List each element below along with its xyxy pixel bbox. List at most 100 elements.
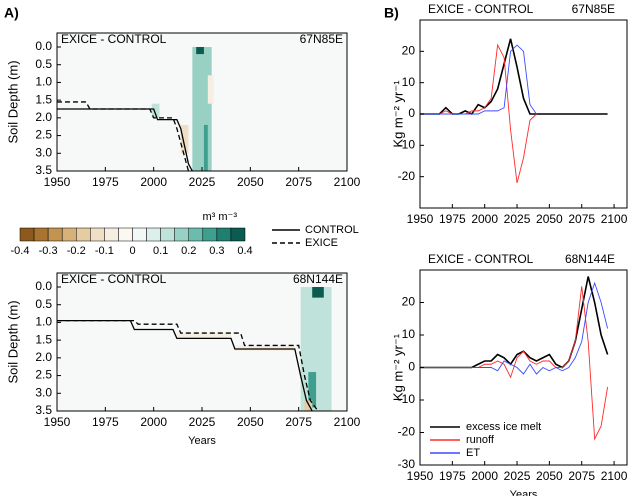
y-tick-label: 2.5 xyxy=(35,128,52,142)
x-tick-label: 2025 xyxy=(189,415,216,429)
panel-title: EXICE - CONTROL xyxy=(428,2,534,16)
x-tick-label: 2025 xyxy=(504,212,531,226)
x-tick-label: 2000 xyxy=(140,415,167,429)
colorbar-box xyxy=(146,227,161,242)
colorbar-box xyxy=(118,227,133,242)
y-tick-label: 0.0 xyxy=(35,279,52,293)
colorbar-unit: m³ m⁻³ xyxy=(202,211,237,223)
y-axis-label: Soil Depth (m) xyxy=(5,60,20,143)
y-tick-label: 3.0 xyxy=(35,145,52,159)
x-tick-label: 2000 xyxy=(471,469,498,483)
x-tick-label: 2050 xyxy=(237,175,264,189)
x-tick-label: 2025 xyxy=(189,175,216,189)
colorbar-box xyxy=(132,227,147,242)
colorbar-box xyxy=(160,227,175,242)
heatmap-cell xyxy=(180,124,189,154)
y-tick-label: 10 xyxy=(402,327,416,341)
x-tick-label: 2050 xyxy=(536,212,563,226)
x-tick-label: 2075 xyxy=(285,175,312,189)
panel-title: EXICE - CONTROL xyxy=(61,272,167,286)
y-axis-label: Kg m⁻² yr⁻¹ xyxy=(390,333,405,401)
series-line xyxy=(420,38,608,116)
plot-area xyxy=(57,273,347,411)
colorbar-label: 0.2 xyxy=(181,245,196,257)
y-tick-label: 3.5 xyxy=(35,403,52,417)
series-line xyxy=(420,44,537,115)
depth-line xyxy=(57,320,319,412)
x-tick-label: 2050 xyxy=(536,469,563,483)
heatmap-cell xyxy=(196,47,204,55)
colorbar-box xyxy=(76,227,91,242)
panel-location: 67N85E xyxy=(572,2,615,16)
y-tick-label: 1.0 xyxy=(35,75,52,89)
y-tick-label: 1.5 xyxy=(35,92,52,106)
x-tick-label: 2050 xyxy=(237,415,264,429)
x-tick-label: 1975 xyxy=(92,175,119,189)
y-tick-label: 20 xyxy=(402,44,416,58)
y-tick-label: 3.0 xyxy=(35,385,52,399)
colorbar-box xyxy=(90,227,105,242)
colorbar-label: 0.1 xyxy=(153,245,168,257)
heatmap-cell xyxy=(192,47,212,171)
heatmap-cell xyxy=(151,103,160,118)
x-tick-label: 2100 xyxy=(601,469,628,483)
x-tick-label: 2075 xyxy=(568,212,595,226)
colorbar-label: 0 xyxy=(129,245,135,257)
y-tick-label: 3.5 xyxy=(35,163,52,177)
y-tick-label: -10 xyxy=(398,138,416,152)
panel-label: A) xyxy=(4,5,19,21)
panel-label: B) xyxy=(384,5,399,21)
y-tick-label: 0.0 xyxy=(35,39,52,53)
x-tick-label: 2075 xyxy=(568,469,595,483)
legend-label: CONTROL xyxy=(305,224,359,236)
y-tick-label: 0.5 xyxy=(35,297,52,311)
x-tick-label: 1950 xyxy=(44,415,71,429)
panel-location: 68N144E xyxy=(293,272,343,286)
colorbar-box xyxy=(188,227,204,242)
panel-title: EXICE - CONTROL xyxy=(428,252,534,266)
x-axis-label: Years xyxy=(188,435,216,447)
y-tick-label: -20 xyxy=(398,425,416,439)
colorbar-box xyxy=(19,227,35,242)
x-tick-label: 2000 xyxy=(471,212,498,226)
x-tick-label: 2100 xyxy=(601,212,628,226)
x-tick-label: 1950 xyxy=(407,469,434,483)
panel-location: 67N85E xyxy=(300,32,343,46)
y-tick-label: 1.5 xyxy=(35,332,52,346)
colorbar-label: -0.3 xyxy=(39,245,58,257)
y-tick-label: 2.5 xyxy=(35,368,52,382)
y-tick-label: -30 xyxy=(398,457,416,471)
x-tick-label: 2025 xyxy=(504,469,531,483)
colorbar-box xyxy=(104,227,119,242)
heatmap-cell xyxy=(207,75,214,104)
legend-label: excess ice melt xyxy=(466,421,541,433)
y-tick-label: -10 xyxy=(398,392,416,406)
colorbar-box xyxy=(202,227,218,242)
y-axis-label: Soil Depth (m) xyxy=(5,300,20,383)
series-line xyxy=(420,281,609,375)
colorbar-box xyxy=(47,227,63,242)
y-tick-label: 10 xyxy=(402,75,416,89)
depth-line xyxy=(57,320,313,412)
legend-label: EXICE xyxy=(305,237,338,249)
y-tick-label: 1.0 xyxy=(35,315,52,329)
x-tick-label: 1950 xyxy=(407,212,434,226)
colorbar-label: 0.4 xyxy=(237,245,252,257)
depth-line xyxy=(57,108,193,172)
panel-title: EXICE - CONTROL xyxy=(61,32,167,46)
heatmap-cell xyxy=(308,372,317,408)
x-tick-label: 1975 xyxy=(92,415,119,429)
x-tick-label: 2100 xyxy=(334,415,361,429)
x-tick-label: 2075 xyxy=(285,415,312,429)
y-tick-label: 2.0 xyxy=(35,350,52,364)
panel-location: 68N144E xyxy=(565,252,615,266)
colorbar-box xyxy=(33,227,49,242)
y-tick-label: 20 xyxy=(402,295,416,309)
y-axis-label: Kg m⁻² yr⁻¹ xyxy=(390,80,405,148)
y-tick-label: 0.5 xyxy=(35,57,52,71)
x-axis-label: Years xyxy=(510,489,538,496)
heatmap-cell xyxy=(176,333,231,339)
colorbar-label: -0.2 xyxy=(67,245,86,257)
legend-label: runoff xyxy=(466,434,495,446)
